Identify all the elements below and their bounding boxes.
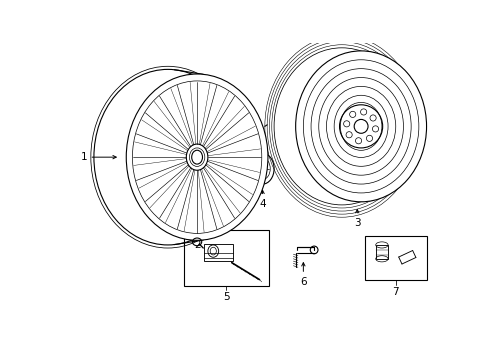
Ellipse shape xyxy=(295,51,426,202)
Bar xyxy=(183,230,268,286)
Ellipse shape xyxy=(126,74,267,240)
Text: 3: 3 xyxy=(353,218,360,228)
Bar xyxy=(375,245,387,259)
Ellipse shape xyxy=(372,126,378,132)
Ellipse shape xyxy=(369,115,375,121)
Text: 6: 6 xyxy=(300,276,306,287)
Text: 1: 1 xyxy=(80,152,87,162)
Ellipse shape xyxy=(343,121,349,127)
Ellipse shape xyxy=(353,120,367,133)
Text: 5: 5 xyxy=(223,292,229,302)
Ellipse shape xyxy=(346,132,351,138)
Text: 2: 2 xyxy=(193,239,200,249)
Bar xyxy=(203,244,233,261)
Ellipse shape xyxy=(355,138,361,144)
Ellipse shape xyxy=(366,135,372,141)
Text: 7: 7 xyxy=(392,287,398,297)
Ellipse shape xyxy=(360,109,366,115)
Bar xyxy=(297,247,313,253)
Ellipse shape xyxy=(349,111,355,117)
Bar xyxy=(364,236,426,280)
Text: 4: 4 xyxy=(259,199,265,209)
